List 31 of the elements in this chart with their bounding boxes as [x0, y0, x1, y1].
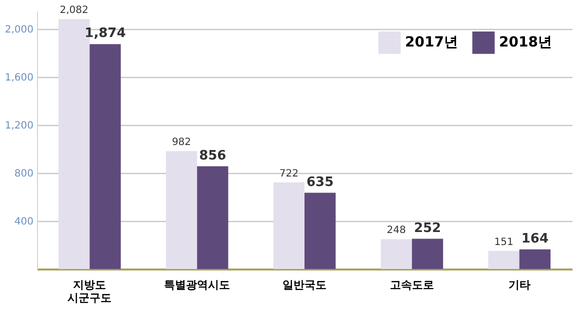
x-tick-label: 기타: [508, 278, 530, 292]
bar: [519, 249, 551, 269]
data-label: 248: [386, 225, 406, 236]
bar: [197, 166, 228, 269]
data-label: 252: [414, 220, 442, 236]
data-label: 856: [199, 148, 226, 164]
legend-label: 2017년: [405, 34, 458, 51]
bar: [273, 182, 304, 269]
y-tick-label: 1,200: [4, 120, 34, 132]
y-tick-label: 400: [14, 216, 34, 228]
bar: [488, 250, 520, 269]
x-tick-label: 지방도 시군구도: [68, 278, 112, 304]
x-tick-label: 일반국도: [282, 278, 326, 292]
bar: [304, 192, 336, 269]
data-label: 1,874: [84, 26, 126, 42]
data-label: 2,082: [60, 5, 88, 16]
data-label: 164: [521, 231, 549, 246]
data-label: 722: [279, 168, 298, 180]
bar: [380, 239, 412, 269]
data-label: 982: [172, 137, 192, 148]
x-tick-label: 고속도로: [390, 278, 434, 292]
data-label: 635: [306, 174, 334, 190]
bar: [90, 44, 121, 269]
x-tick-label: 특별광역시도: [164, 278, 230, 292]
y-tick-label: 2,000: [4, 24, 34, 36]
legend-label: 2018년: [499, 34, 552, 51]
y-tick-label: 1,600: [4, 72, 34, 84]
y-tick-label: 800: [14, 168, 34, 180]
bar: [166, 151, 198, 269]
bar: [412, 238, 444, 269]
data-label: 151: [494, 236, 514, 248]
